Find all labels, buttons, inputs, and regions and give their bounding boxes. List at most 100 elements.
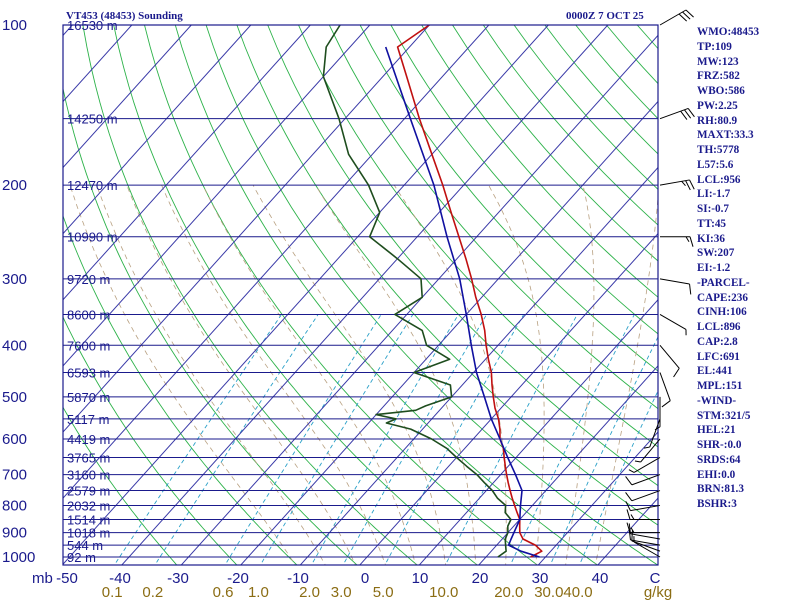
wind-barb <box>625 490 661 502</box>
index-item: EHI:0.0 <box>697 468 736 481</box>
profile-line-1 <box>322 25 512 558</box>
index-item: HEL:21 <box>697 424 736 437</box>
temperature-tick-label: -20 <box>227 570 249 587</box>
height-label: 544 m <box>67 538 103 553</box>
wind-barb-feather <box>673 368 680 378</box>
temperature-axis: -50 -40 -30 -20 -10 0 10 20 30 40 C <box>56 570 660 587</box>
stability-indices: WMO:48453 TP:109 MW:123 FRZ:582 WBO:586 PW:2.… <box>697 25 759 512</box>
pressure-tick-label: 1000 <box>2 549 35 566</box>
wind-barb-feather <box>685 9 694 18</box>
wind-barb-feather <box>687 108 695 118</box>
dry-adiabat <box>144 25 539 565</box>
index-item: SHR-:0.0 <box>697 439 742 451</box>
index-item: SW:207 <box>697 247 735 260</box>
moist-adiabat <box>595 192 658 565</box>
wind-barb-staff <box>631 474 661 486</box>
index-item: BRN:81.3 <box>697 483 744 496</box>
pressure-tick-label: 900 <box>2 525 27 542</box>
wind-barb <box>659 179 695 191</box>
wind-barb-feather <box>661 400 671 408</box>
height-label: 1514 m <box>67 512 110 527</box>
temperature-tick-label: C <box>650 570 661 587</box>
index-item: TP:109 <box>697 40 732 53</box>
isotherm <box>63 25 73 37</box>
mixing-ratio-tick-label: 0.1 <box>102 584 123 600</box>
height-label: 2032 m <box>67 498 110 513</box>
profile-lines <box>322 25 543 558</box>
wind-barb-feather <box>685 236 690 242</box>
wind-barb <box>626 509 660 520</box>
height-label: 5870 m <box>67 390 110 405</box>
dry-adiabat <box>63 315 238 565</box>
index-item: BSHR:3 <box>697 498 737 510</box>
height-label: 12470 m <box>67 178 118 193</box>
index-item: TH:5778 <box>697 144 740 156</box>
wind-barb-feather <box>689 236 694 247</box>
height-label: 6593 m <box>67 366 110 381</box>
index-item: -PARCEL- <box>697 276 750 289</box>
index-item: CINH:106 <box>697 306 747 319</box>
wind-barb-staff <box>630 533 661 540</box>
dry-adiabat <box>113 25 478 565</box>
wind-barb-feather <box>682 11 691 20</box>
wind-barb-staff <box>659 179 690 186</box>
wind-barb-feather <box>681 180 686 187</box>
pressure-tick-label: 500 <box>2 389 27 406</box>
height-label: 7600 m <box>67 338 110 353</box>
dry-adiabat <box>544 25 658 155</box>
mixing-ratio-tick-label: 30.0 <box>534 584 563 600</box>
height-label: 92 m <box>67 550 96 565</box>
wind-barb-feather <box>634 460 641 463</box>
mixing-ratio-tick-label: 3.0 <box>331 584 352 600</box>
isotherm <box>299 166 658 565</box>
dry-adiabat <box>236 25 658 526</box>
wind-barb <box>659 314 687 336</box>
dry-adiabat <box>791 25 800 568</box>
wind-barb <box>626 522 660 534</box>
index-item: LCL:896 <box>697 321 741 333</box>
mixing-ratio-line <box>578 389 658 565</box>
moist-adiabat <box>96 184 326 565</box>
mixing-ratio-tick-label: g/kg <box>644 584 672 600</box>
index-item: MPL:151 <box>697 380 743 392</box>
moist-adiabat <box>488 184 545 565</box>
wind-barb <box>659 107 695 120</box>
isotherm <box>359 232 658 565</box>
index-item: MW:123 <box>697 55 739 68</box>
wind-barb <box>625 501 661 512</box>
wind-barb-feather <box>689 179 695 190</box>
index-item: WMO:48453 <box>697 26 760 38</box>
wind-barb <box>654 396 661 431</box>
temperature-tick-label: 30 <box>532 570 549 587</box>
dry-adiabat <box>359 25 658 372</box>
dry-adiabat <box>328 25 658 410</box>
wind-barb-staff <box>630 504 661 512</box>
dry-adiabat <box>63 406 178 565</box>
temperature-tick-label: 40 <box>592 570 609 587</box>
mixing-ratio-line <box>154 314 319 565</box>
isotherm <box>418 299 658 565</box>
wind-barb-feather <box>680 110 688 120</box>
height-label: 9720 m <box>67 272 110 287</box>
wind-barb-feather <box>630 527 635 533</box>
mixing-ratio-line <box>259 314 414 565</box>
wind-barb-feather <box>625 476 633 486</box>
mixing-ratio-line <box>509 314 635 565</box>
mixing-ratio-tick-label: 2.0 <box>299 584 320 600</box>
moist-adiabat <box>202 184 417 565</box>
index-item: PW:2.25 <box>697 99 738 112</box>
dry-adiabat <box>267 25 658 487</box>
wind-barb-staff <box>633 541 661 558</box>
wind-barb-staff <box>659 314 687 330</box>
index-item: SI:-0.7 <box>697 203 730 215</box>
wind-barb-feather <box>628 469 635 473</box>
wind-barb <box>659 9 694 26</box>
index-item: LFC:691 <box>697 350 740 363</box>
index-item: FRZ:582 <box>697 70 740 83</box>
moist-adiabat <box>161 184 386 565</box>
mixing-ratio-line <box>342 314 487 565</box>
mixing-ratio-tick-label: 20.0 <box>494 584 523 600</box>
wind-barb-staff <box>659 344 680 369</box>
pressure-tick-label: 300 <box>2 271 27 288</box>
height-label: 16530 m <box>67 18 118 33</box>
